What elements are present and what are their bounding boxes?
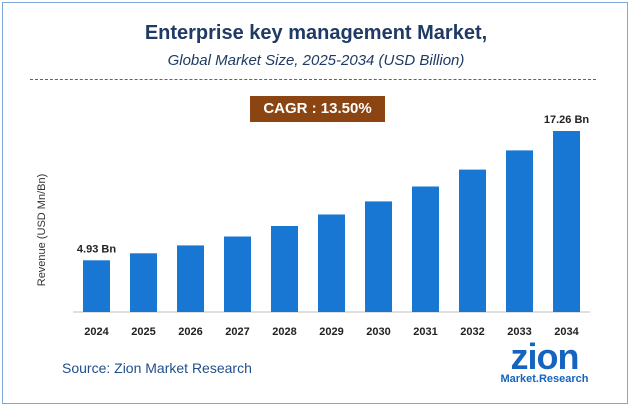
bar-2034: [553, 131, 580, 312]
bar-2030: [365, 201, 392, 312]
x-tick-label: 2026: [178, 326, 202, 338]
bar-2032: [459, 169, 486, 312]
zion-logo: zion Market.Research: [497, 336, 592, 394]
bar-2025: [130, 253, 157, 312]
logo-wordmark: zion: [510, 336, 580, 377]
x-tick-label: 2033: [507, 326, 531, 338]
x-tick-label: 2032: [460, 326, 484, 338]
cagr-badge: CAGR : 13.50%: [250, 96, 385, 122]
x-tick-label: 2029: [319, 326, 343, 338]
x-tick-label: 2028: [272, 326, 296, 338]
logo-subtext: Market.Research: [500, 373, 589, 385]
bar-2026: [177, 245, 204, 312]
bar-2029: [318, 214, 345, 312]
x-tick-label: 2025: [131, 326, 155, 338]
chart-title: Enterprise key management Market,: [144, 22, 488, 44]
chart-subtitle: Global Market Size, 2025-2034 (USD Billi…: [167, 52, 465, 69]
x-tick-label: 2034: [554, 326, 579, 338]
x-tick-label: 2027: [225, 326, 249, 338]
x-tick-label: 2024: [84, 326, 109, 338]
source-note: Source: Zion Market Research: [62, 360, 252, 376]
bar-2024: [83, 260, 110, 312]
bar-2033: [506, 150, 533, 312]
data-label: 17.26 Bn: [544, 114, 590, 126]
bar-2031: [412, 186, 439, 312]
x-tick-label: 2031: [413, 326, 437, 338]
x-tick-label: 2030: [366, 326, 390, 338]
bar-2027: [224, 236, 251, 312]
bar-2028: [271, 226, 298, 312]
data-label: 4.93 Bn: [77, 243, 116, 255]
title-divider: [30, 79, 596, 80]
